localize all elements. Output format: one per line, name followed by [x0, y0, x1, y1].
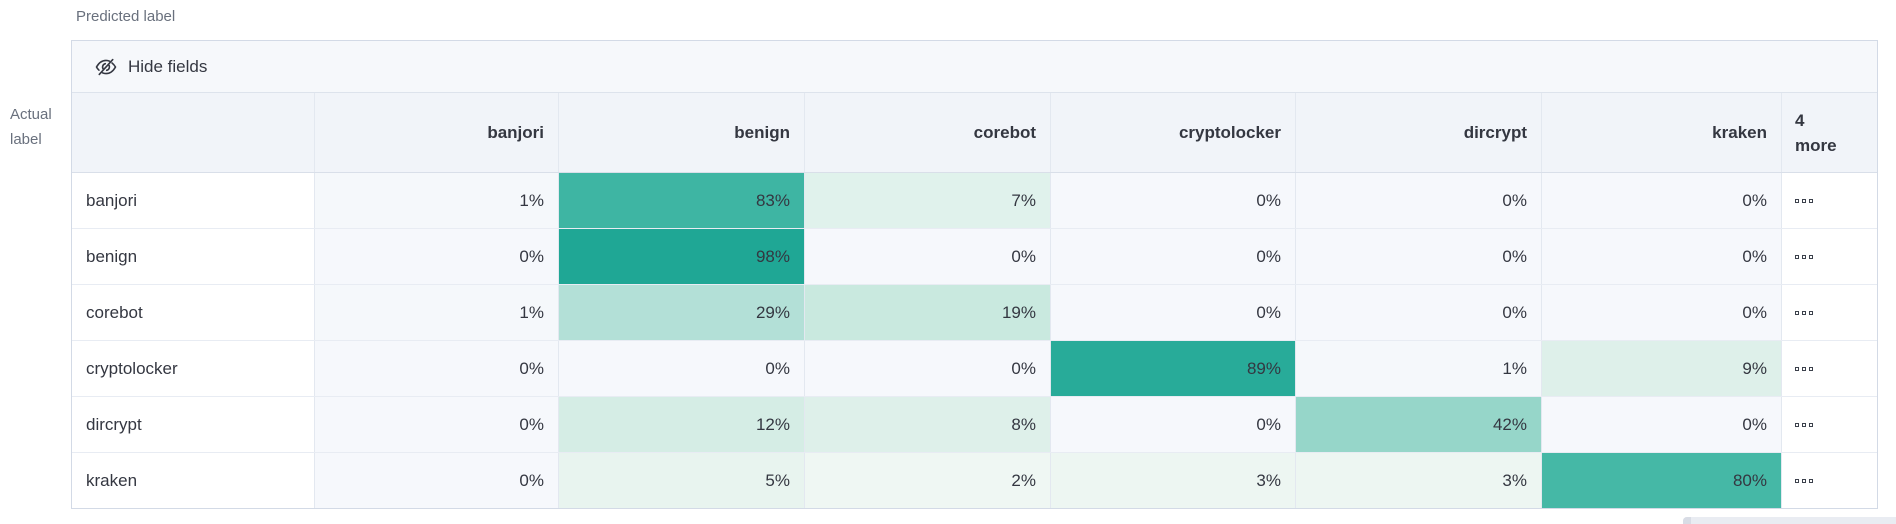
cell-kraken-cryptolocker[interactable]: 3%: [1051, 453, 1296, 508]
cell-dircrypt-kraken[interactable]: 0%: [1542, 397, 1782, 452]
cell-dircrypt-banjori[interactable]: 0%: [315, 397, 559, 452]
cell-benign-banjori[interactable]: 0%: [315, 229, 559, 284]
predicted-label-axis-title: Predicted label: [76, 8, 176, 25]
cell-dircrypt-corebot[interactable]: 8%: [805, 397, 1051, 452]
boxes-horizontal-icon: [1795, 366, 1813, 371]
column-header-corebot[interactable]: corebot: [805, 93, 1051, 172]
cell-cryptolocker-dircrypt[interactable]: 1%: [1296, 341, 1542, 396]
cell-kraken-corebot[interactable]: 2%: [805, 453, 1051, 508]
column-header-more[interactable]: 4 more: [1782, 93, 1877, 172]
column-header-benign[interactable]: benign: [559, 93, 805, 172]
eye-closed-icon: [95, 56, 117, 78]
cell-corebot-kraken[interactable]: 0%: [1542, 285, 1782, 340]
cell-benign-dircrypt[interactable]: 0%: [1296, 229, 1542, 284]
cell-cryptolocker-corebot[interactable]: 0%: [805, 341, 1051, 396]
cell-kraken-benign[interactable]: 5%: [559, 453, 805, 508]
horizontal-scrollbar-thumb[interactable]: [1683, 517, 1896, 524]
row-label-benign[interactable]: benign: [72, 229, 315, 284]
cell-corebot-cryptolocker[interactable]: 0%: [1051, 285, 1296, 340]
row-actions-button-benign[interactable]: [1782, 229, 1877, 284]
cell-banjori-banjori[interactable]: 1%: [315, 173, 559, 228]
row-label-kraken[interactable]: kraken: [72, 453, 315, 508]
cell-kraken-kraken[interactable]: 80%: [1542, 453, 1782, 508]
cell-cryptolocker-cryptolocker[interactable]: 89%: [1051, 341, 1296, 396]
row-label-corebot[interactable]: corebot: [72, 285, 315, 340]
column-header-banjori[interactable]: banjori: [315, 93, 559, 172]
confusion-matrix-data-grid: Hide fields banjori benign corebot cryptolo…: [71, 40, 1878, 509]
cell-benign-corebot[interactable]: 0%: [805, 229, 1051, 284]
table-row-cryptolocker: cryptolocker 0% 0% 0% 89% 1% 9%: [72, 341, 1877, 397]
cell-banjori-corebot[interactable]: 7%: [805, 173, 1051, 228]
cell-corebot-benign[interactable]: 29%: [559, 285, 805, 340]
data-grid-controls-bar: Hide fields: [72, 41, 1877, 93]
row-actions-button-kraken[interactable]: [1782, 453, 1877, 508]
more-count: 4: [1795, 110, 1805, 130]
cell-cryptolocker-banjori[interactable]: 0%: [315, 341, 559, 396]
boxes-horizontal-icon: [1795, 254, 1813, 259]
boxes-horizontal-icon: [1795, 310, 1813, 315]
cell-benign-kraken[interactable]: 0%: [1542, 229, 1782, 284]
cell-dircrypt-dircrypt[interactable]: 42%: [1296, 397, 1542, 452]
row-actions-button-banjori[interactable]: [1782, 173, 1877, 228]
cell-banjori-benign[interactable]: 83%: [559, 173, 805, 228]
row-actions-button-corebot[interactable]: [1782, 285, 1877, 340]
boxes-horizontal-icon: [1795, 198, 1813, 203]
cell-banjori-dircrypt[interactable]: 0%: [1296, 173, 1542, 228]
actual-label-axis-title: Actual label: [10, 102, 52, 152]
cell-kraken-dircrypt[interactable]: 3%: [1296, 453, 1542, 508]
actual-label-line2: label: [10, 131, 42, 148]
column-header-dircrypt[interactable]: dircrypt: [1296, 93, 1542, 172]
actual-label-line1: Actual: [10, 106, 52, 123]
cell-dircrypt-cryptolocker[interactable]: 0%: [1051, 397, 1296, 452]
column-header-row: banjori benign corebot cryptolocker dircrypt…: [72, 93, 1877, 173]
cell-dircrypt-benign[interactable]: 12%: [559, 397, 805, 452]
cell-corebot-banjori[interactable]: 1%: [315, 285, 559, 340]
boxes-horizontal-icon: [1795, 422, 1813, 427]
cell-corebot-dircrypt[interactable]: 0%: [1296, 285, 1542, 340]
row-actions-button-dircrypt[interactable]: [1782, 397, 1877, 452]
cell-cryptolocker-kraken[interactable]: 9%: [1542, 341, 1782, 396]
table-row-banjori: banjori 1% 83% 7% 0% 0% 0%: [72, 173, 1877, 229]
more-label: more: [1795, 135, 1837, 155]
data-grid-body: banjori 1% 83% 7% 0% 0% 0% benign 0% 98% 0% 0% 0% 0% c…: [72, 173, 1877, 508]
corner-header-cell: [72, 93, 315, 172]
table-row-benign: benign 0% 98% 0% 0% 0% 0%: [72, 229, 1877, 285]
hide-fields-label: Hide fields: [128, 56, 208, 76]
row-label-dircrypt[interactable]: dircrypt: [72, 397, 315, 452]
cell-benign-benign[interactable]: 98%: [559, 229, 805, 284]
cell-corebot-corebot[interactable]: 19%: [805, 285, 1051, 340]
row-label-banjori[interactable]: banjori: [72, 173, 315, 228]
table-row-kraken: kraken 0% 5% 2% 3% 3% 80%: [72, 453, 1877, 508]
cell-kraken-banjori[interactable]: 0%: [315, 453, 559, 508]
cell-benign-cryptolocker[interactable]: 0%: [1051, 229, 1296, 284]
cell-cryptolocker-benign[interactable]: 0%: [559, 341, 805, 396]
column-header-kraken[interactable]: kraken: [1542, 93, 1782, 172]
cell-banjori-cryptolocker[interactable]: 0%: [1051, 173, 1296, 228]
table-row-dircrypt: dircrypt 0% 12% 8% 0% 42% 0%: [72, 397, 1877, 453]
row-label-cryptolocker[interactable]: cryptolocker: [72, 341, 315, 396]
column-header-cryptolocker[interactable]: cryptolocker: [1051, 93, 1296, 172]
boxes-horizontal-icon: [1795, 478, 1813, 483]
cell-banjori-kraken[interactable]: 0%: [1542, 173, 1782, 228]
hide-fields-button[interactable]: Hide fields: [95, 56, 207, 78]
table-row-corebot: corebot 1% 29% 19% 0% 0% 0%: [72, 285, 1877, 341]
row-actions-button-cryptolocker[interactable]: [1782, 341, 1877, 396]
